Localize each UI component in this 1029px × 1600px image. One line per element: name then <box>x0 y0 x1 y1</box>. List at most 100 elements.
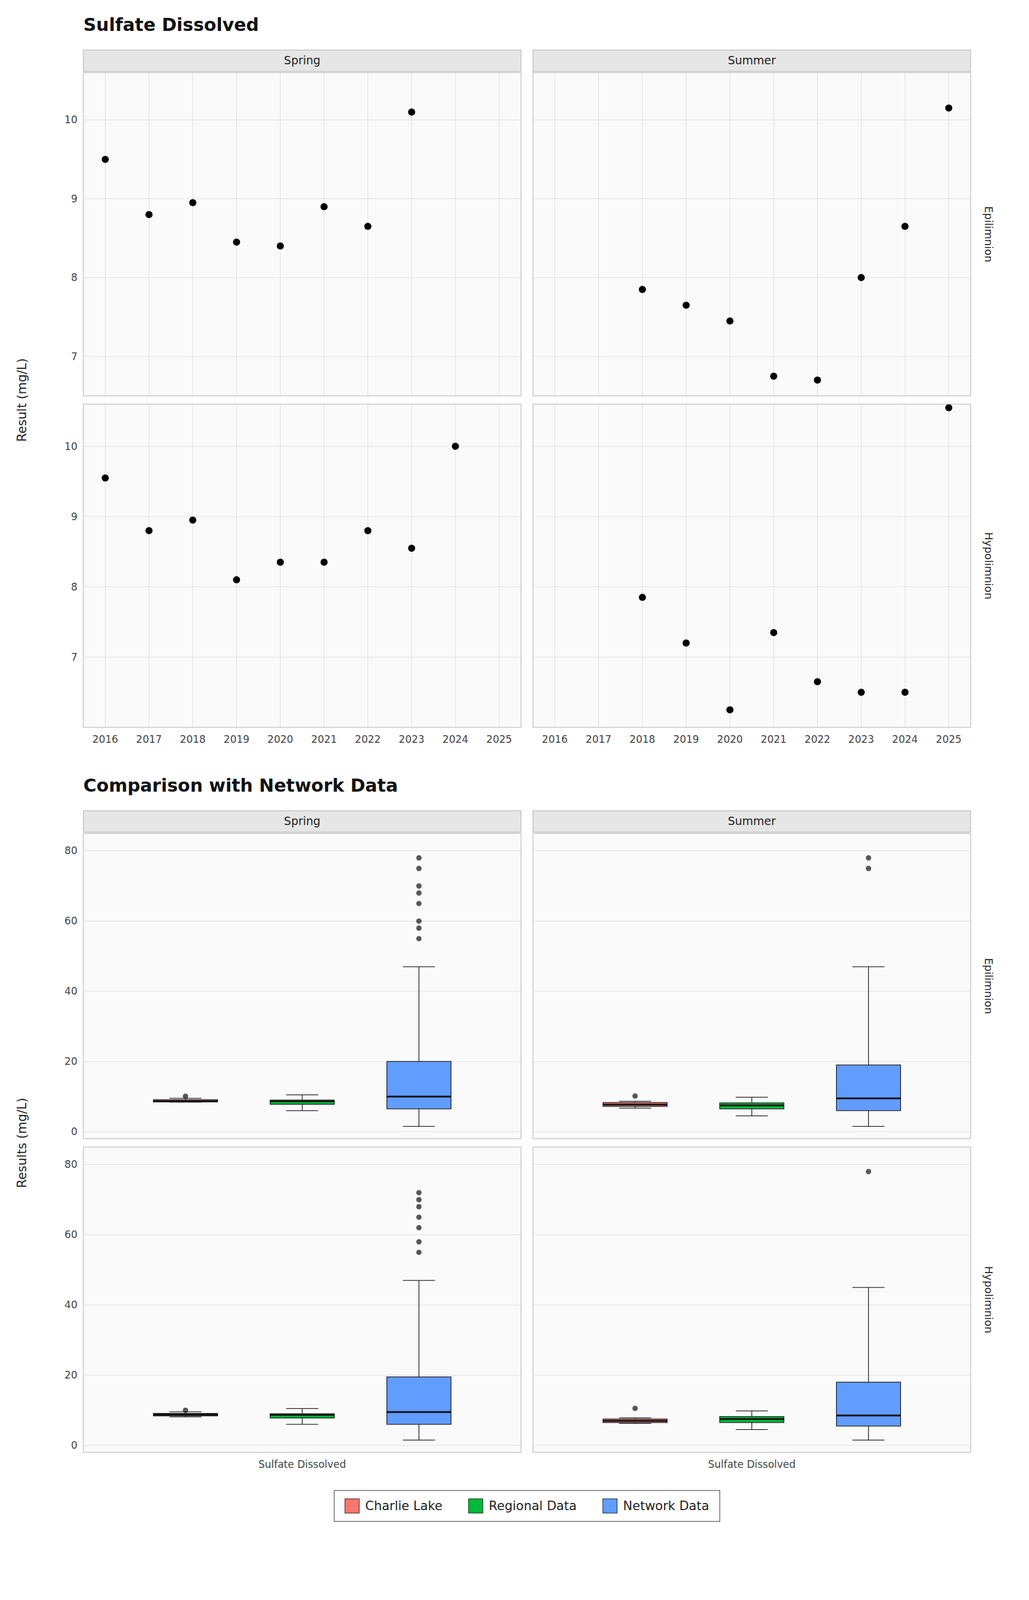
grid-line <box>861 404 862 728</box>
title: Comparison with Network Data <box>83 775 398 797</box>
grid-line <box>192 72 193 396</box>
y-tick-label: 60 <box>64 1229 78 1241</box>
point <box>682 301 690 310</box>
point <box>101 156 109 164</box>
point <box>189 516 197 525</box>
grid-line <box>773 404 775 728</box>
cap-low <box>286 1110 319 1112</box>
panel-frame <box>83 1147 522 1453</box>
box <box>270 1414 335 1419</box>
row-label: Epilimnion <box>982 206 996 263</box>
x-tick-label: 2022 <box>804 733 831 746</box>
y-tick-label: 20 <box>64 1369 78 1382</box>
marks <box>603 1169 901 1442</box>
marks <box>638 104 953 385</box>
whisker-low <box>418 1424 420 1442</box>
title: Sulfate Dissolved <box>83 14 260 36</box>
flier <box>632 1093 638 1100</box>
point <box>769 372 778 380</box>
x-tick-label: 2018 <box>179 733 206 746</box>
grid-line <box>554 72 555 396</box>
grid-line <box>83 850 522 852</box>
flier <box>416 1197 422 1203</box>
grid-line <box>532 1445 971 1447</box>
x-tick-label: Sulfate Dissolved <box>708 1458 796 1471</box>
cap-low <box>736 1115 769 1117</box>
flier <box>416 1239 422 1246</box>
median <box>387 1096 452 1099</box>
x-tick-label: 2024 <box>442 733 469 746</box>
y-tick-label: 9 <box>70 510 78 523</box>
median <box>153 1414 218 1417</box>
point <box>407 544 416 553</box>
grid-line <box>323 72 325 396</box>
grid-line <box>729 72 731 396</box>
box <box>836 1382 901 1427</box>
panel-background <box>532 72 971 396</box>
grid-line <box>948 404 950 728</box>
cap-high <box>619 1101 652 1103</box>
flier <box>416 1214 422 1221</box>
flier <box>865 1169 872 1175</box>
point <box>364 222 372 230</box>
point <box>638 285 647 293</box>
median <box>153 1100 218 1103</box>
cap-high <box>403 966 436 968</box>
flier <box>416 918 422 925</box>
point <box>407 108 416 116</box>
point <box>814 376 822 385</box>
grid-line <box>454 404 456 728</box>
median <box>603 1420 668 1423</box>
strip-label: Summer <box>727 814 776 828</box>
whisker-high <box>418 1280 420 1378</box>
cap-high <box>286 1095 319 1096</box>
y-tick-label: 40 <box>64 1299 78 1312</box>
panel-frame <box>532 833 971 1140</box>
x-tick-label: 2019 <box>673 733 700 746</box>
legend-frame <box>334 1491 720 1523</box>
panel-frame <box>532 72 971 396</box>
grid-line <box>817 72 818 396</box>
grid-line <box>104 404 106 728</box>
y-tick-label: 40 <box>64 985 78 998</box>
grid-line <box>148 404 150 728</box>
point <box>726 317 734 325</box>
grid-line <box>554 404 555 728</box>
x-tick-label: 2016 <box>541 733 568 746</box>
point <box>726 706 734 714</box>
flier <box>416 936 422 942</box>
y-axis-label: Result (mg/L) <box>14 358 30 443</box>
marks <box>101 108 416 250</box>
row-label: Epilimnion <box>982 958 996 1015</box>
x-tick-label: 2024 <box>892 733 918 746</box>
marks <box>603 855 901 1128</box>
point <box>232 238 240 246</box>
strip-label: Spring <box>284 53 321 67</box>
x-tick-label: 2020 <box>716 733 743 746</box>
box <box>153 1414 218 1417</box>
point <box>945 404 953 412</box>
row-label: Hypolimnion <box>982 1266 996 1334</box>
legend-swatch <box>602 1499 617 1514</box>
flier <box>416 1190 422 1196</box>
median <box>603 1104 668 1106</box>
y-tick-label: 8 <box>70 581 78 594</box>
grid-line <box>367 72 369 396</box>
grid-line <box>773 72 775 396</box>
grid-line <box>532 850 971 852</box>
point <box>945 104 953 112</box>
row-label: Hypolimnion <box>982 532 996 600</box>
grid-line <box>532 921 971 922</box>
y-tick-label: 80 <box>64 844 78 857</box>
y-tick-label: 80 <box>64 1158 78 1171</box>
panel-background <box>532 833 971 1140</box>
grid-line <box>367 404 369 728</box>
point <box>145 210 153 218</box>
grid-line <box>532 1132 971 1133</box>
point <box>682 639 690 647</box>
point <box>276 242 285 250</box>
flier <box>182 1093 189 1100</box>
panel-background <box>532 1147 971 1453</box>
flier <box>865 855 872 862</box>
grid-line <box>192 404 193 728</box>
